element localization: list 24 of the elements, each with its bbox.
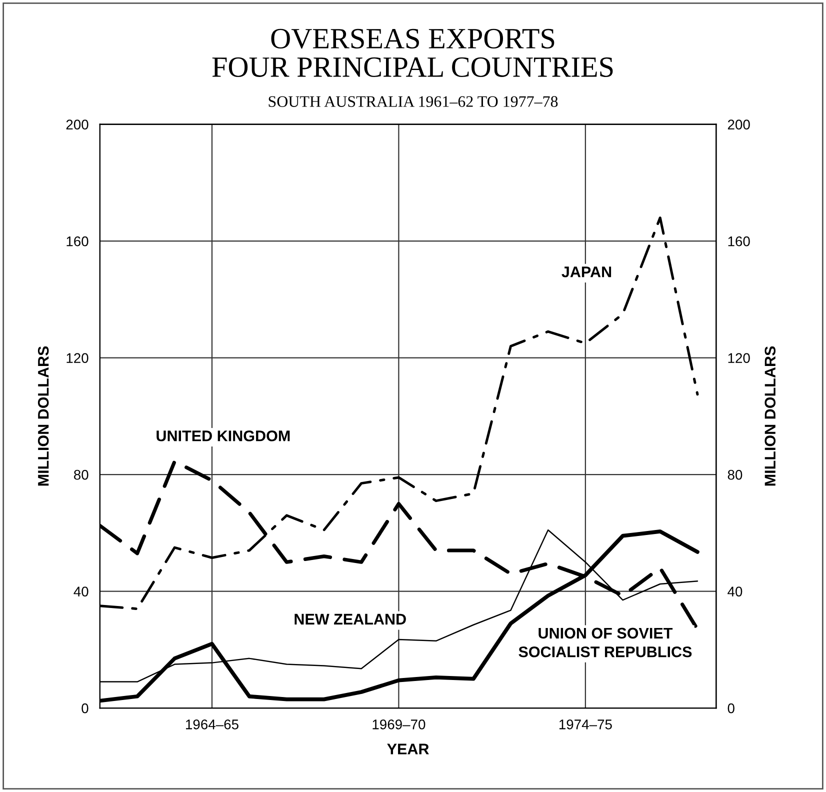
y2-tick-label: 160: [728, 236, 750, 246]
y2-tick-label: 0: [728, 703, 734, 714]
x-tick-label: 1969–70: [372, 720, 426, 730]
series-label: UNION OF SOVIET SOCIALIST REPUBLICS: [518, 628, 692, 658]
y2-tick-label: 80: [728, 470, 742, 480]
chart-subtitle: SOUTH AUSTRALIA 1961–62 TO 1977–78: [268, 96, 558, 107]
series-label: JAPAN: [562, 266, 612, 278]
y-tick-label: 0: [82, 703, 88, 714]
series-label: UNITED KINGDOM: [156, 430, 290, 442]
y-tick-label: 160: [66, 236, 88, 246]
y-tick-label: 120: [66, 353, 88, 363]
y2-tick-label: 120: [728, 353, 750, 363]
y-tick-label: 80: [74, 470, 88, 480]
y2-tick-label: 200: [728, 120, 750, 130]
y-tick-label: 200: [66, 120, 88, 130]
y2-tick-label: 40: [728, 586, 742, 596]
x-tick-label: 1964–65: [186, 720, 238, 730]
y-axis-title: MILLION DOLLARS: [38, 346, 49, 486]
y-tick-label: 40: [74, 586, 88, 596]
x-axis-title: YEAR: [387, 744, 429, 754]
chart-title: OVERSEAS EXPORTS FOUR PRINCIPAL COUNTRIES: [212, 28, 613, 77]
x-tick-label: 1974–75: [559, 720, 612, 730]
y2-axis-title: MILLION DOLLARS: [764, 346, 776, 486]
series-label: NEW ZEALAND: [294, 614, 406, 624]
